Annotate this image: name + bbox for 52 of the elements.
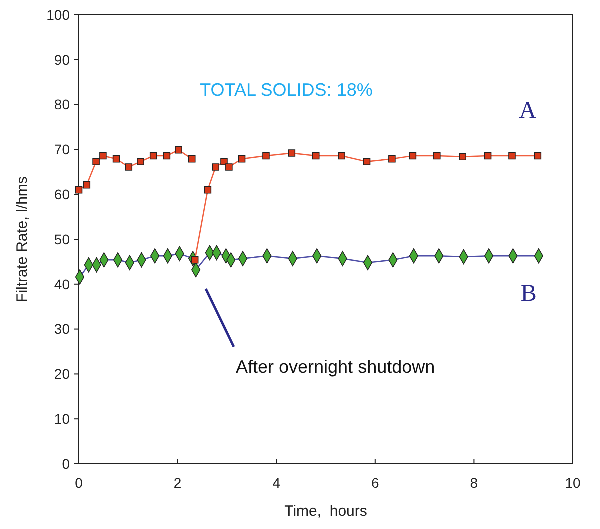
y-tick-label: 10	[54, 411, 70, 427]
point	[288, 150, 296, 157]
point	[92, 158, 100, 166]
y-tick-label: 50	[54, 231, 70, 248]
y-tick-label: 20	[54, 366, 70, 382]
x-tick-label: 2	[174, 475, 182, 491]
point	[363, 158, 371, 166]
point	[220, 158, 228, 166]
point	[204, 186, 212, 194]
point	[188, 155, 196, 163]
y-axis-title: Filtrate Rate, l/hms	[14, 176, 31, 302]
y-tick-label: 70	[54, 142, 70, 158]
point	[312, 152, 320, 160]
series-label: B	[520, 281, 537, 308]
x-axis-title: Time, hours	[284, 503, 368, 520]
point	[434, 152, 441, 160]
point	[388, 155, 396, 163]
point	[226, 164, 233, 171]
point	[150, 152, 158, 160]
y-tick-label: 100	[46, 6, 70, 23]
point	[262, 152, 270, 160]
series-label: A	[519, 98, 538, 124]
y-tick-label: 30	[54, 321, 70, 338]
x-tick-label: 8	[470, 475, 478, 491]
x-tick-label: 10	[565, 475, 581, 491]
y-tick-label: 90	[54, 52, 70, 68]
annotation: TOTAL SOLIDS: 18%	[200, 80, 373, 100]
point	[112, 155, 120, 163]
x-tick-label: 0	[75, 475, 84, 491]
point	[338, 152, 346, 160]
point	[238, 155, 246, 163]
x-tick-label: 4	[272, 475, 281, 491]
y-tick-label: 40	[54, 276, 70, 292]
y-tick-label: 0	[62, 456, 70, 472]
point	[534, 152, 542, 160]
point	[508, 152, 516, 160]
y-tick-label: 60	[54, 186, 70, 202]
point	[175, 146, 182, 154]
x-tick-label: 6	[372, 475, 380, 491]
annotation: After overnight shutdown	[236, 357, 436, 377]
point	[75, 186, 83, 194]
point	[191, 256, 199, 264]
point	[484, 152, 492, 160]
point	[163, 152, 171, 160]
y-tick-label: 80	[54, 96, 70, 113]
point	[100, 152, 107, 160]
point	[459, 153, 466, 161]
point	[409, 152, 417, 160]
point	[212, 164, 220, 171]
point	[137, 158, 144, 166]
point	[83, 182, 91, 189]
point	[125, 164, 133, 171]
